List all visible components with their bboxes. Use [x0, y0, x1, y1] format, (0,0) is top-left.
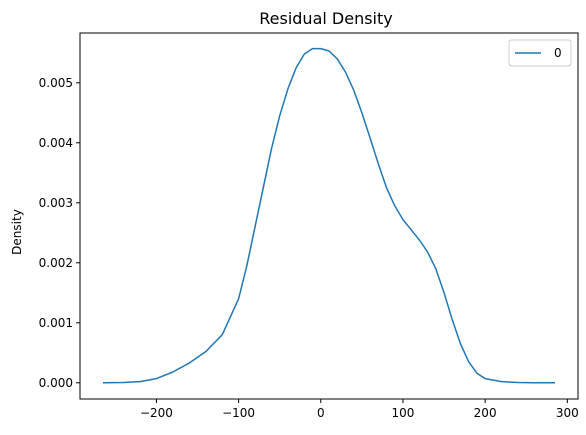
plot-area — [102, 47, 555, 384]
y-tick-label: 0.001 — [39, 316, 73, 330]
x-tick-label: 0 — [317, 406, 325, 420]
legend-label: 0 — [554, 46, 562, 60]
y-axis: 0.000 0.001 0.002 0.003 0.004 0.005 — [39, 76, 80, 390]
x-tick-label: −200 — [140, 406, 173, 420]
plot-frame — [79, 32, 579, 400]
x-tick-label: 100 — [392, 406, 415, 420]
y-axis-label: Density — [10, 209, 24, 255]
x-axis: −200 −100 0 100 200 300 — [140, 399, 579, 420]
x-tick-label: −100 — [222, 406, 255, 420]
series-line-0 — [102, 47, 555, 384]
chart-title: Residual Density — [259, 9, 392, 28]
x-tick-label: 300 — [556, 406, 579, 420]
y-tick-label: 0.003 — [39, 196, 73, 210]
x-tick-label: 200 — [474, 406, 497, 420]
y-tick-label: 0.004 — [39, 136, 73, 150]
y-tick-label: 0.005 — [39, 76, 73, 90]
y-tick-label: 0.000 — [39, 376, 73, 390]
legend: 0 — [508, 39, 572, 67]
y-tick-label: 0.002 — [39, 256, 73, 270]
